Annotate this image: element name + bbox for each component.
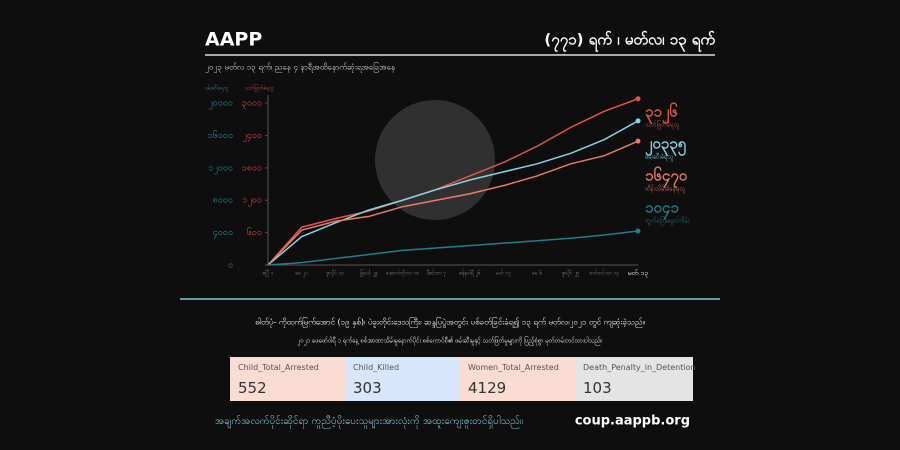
y-tick-label: ၁၂၀၀၀ xyxy=(208,163,233,174)
x-tick-label: မေ ၂၁ xyxy=(295,271,308,277)
card-label: Death_Penalty_in_Detention xyxy=(583,363,696,372)
legend-label: ထိန်းသိမ်းခံနေရသူ xyxy=(645,185,685,194)
card-value: 552 xyxy=(238,379,267,397)
x-tick-label: မေ ၆ xyxy=(532,271,542,277)
x-tick-label: ဇူလိုင် ၂၅ xyxy=(562,271,579,277)
legend-label: ထွက်ပြေးရှောင်တိမ်း xyxy=(645,216,690,226)
series-line xyxy=(267,140,639,266)
x-tick-label: ခြင်္သေ့ ၂၉ xyxy=(360,270,378,277)
photo xyxy=(375,100,495,220)
footer-quote: အချက်အလက်ပိုင်းဆိုင်ရာ ကူညီပံ့ပိုးပေးသူမ… xyxy=(215,414,523,429)
stat-card: Child_Killed 303 xyxy=(345,357,463,401)
annotation: ၂၀၃၃၅ xyxy=(645,135,687,157)
y-tick-label: ၈၀၀၀ xyxy=(213,196,233,206)
y-tick-label: ၄၀၀၀ xyxy=(213,228,233,239)
card-value: 4129 xyxy=(468,379,507,397)
series-line xyxy=(267,98,639,266)
right-title: (၇၇၁) ရက် ၊ မတ်လ၊ ၁၃ ရက် xyxy=(544,30,715,53)
card-value: 303 xyxy=(353,379,382,397)
y2-tick-label: ၆၀၀ xyxy=(247,227,262,238)
y2-tick-label: ၁၈၀၀ xyxy=(242,163,262,173)
stat-card: Child_Total_Arrested 552 xyxy=(230,357,348,401)
y-tick-label: ၂၀၀၀၀ xyxy=(208,99,233,110)
x-tick-label: ဒီဇင်ဘာ ၇ xyxy=(426,271,446,277)
x-tick-label: ဇူလိုင် ၁၀ xyxy=(326,271,345,277)
note: ဓါတ်ပုံ- ကိုထက်မြက်အောင် (၁၉ နှစ်)၊ ပဲခူ… xyxy=(255,317,645,329)
y2-axis-label: သတ်ဖြတ်ခံရသူ xyxy=(244,85,274,92)
x-tick-label: မတ် ၁၃ xyxy=(628,269,649,278)
card-value: 103 xyxy=(583,379,612,397)
series-line xyxy=(267,230,639,266)
title: AAPP xyxy=(205,29,262,51)
y-tick-label: ၀ xyxy=(228,261,233,271)
x-tick-label: ဇန်နဝါရီ ၂၆ xyxy=(459,271,481,277)
y2-tick-label: ၁၂၀၀ xyxy=(242,196,262,207)
card-label: Women_Total_Arrested xyxy=(468,363,559,372)
note: ၂၀၂၁ ဖေဖော်ဝါရီ ၁ ရက်နေ့ စစ်အာဏာသိမ်းမှု… xyxy=(298,336,603,346)
annotation: ၃၁၂၆ xyxy=(645,102,678,125)
y-axis-label: ဖမ်းဆီးခံရသူ xyxy=(205,86,229,92)
annotation: ၁၀၄၁ xyxy=(645,199,679,221)
x-tick-label: ဧပြီ ၁ xyxy=(263,270,274,277)
y-tick-label: ၁၆၀၀၀ xyxy=(208,130,233,141)
x-tick-label: အောက်တိုဘာ ၁၈ xyxy=(386,271,419,277)
y2-tick-label: ၂၄၀၀ xyxy=(242,131,262,142)
legend-label: ဖမ်းဆီးခံရသူ xyxy=(645,153,674,162)
end-point xyxy=(635,228,641,234)
x-tick-label: စက်တင်ဘာ ၁၃ xyxy=(590,271,620,277)
series-line xyxy=(267,120,639,266)
end-point xyxy=(635,118,641,124)
footer-url[interactable]: coup.aappb.org xyxy=(575,414,690,429)
annotation: ၁၆၄၇၀ xyxy=(645,166,688,189)
y2-tick-label: ၃၀၀၀ xyxy=(242,99,262,110)
stat-card: Women_Total_Arrested 4129 xyxy=(460,357,578,401)
subtitle: ၂၀၂၃ မတ်လ ၁၃ ရက်၊ ညနေ ၄ နာရီအထိနောက်ဆုံး… xyxy=(205,62,396,74)
card-label: Child_Total_Arrested xyxy=(238,363,319,372)
x-tick-label: မတ် ၁၇ xyxy=(496,271,511,277)
legend-label: သတ်ဖြတ်ခံရသူ xyxy=(645,120,680,130)
card-label: Child_Killed xyxy=(353,363,400,372)
stat-card: Death_Penalty_in_Detention 103 xyxy=(575,357,696,401)
end-point xyxy=(635,96,641,102)
end-point xyxy=(635,138,641,144)
